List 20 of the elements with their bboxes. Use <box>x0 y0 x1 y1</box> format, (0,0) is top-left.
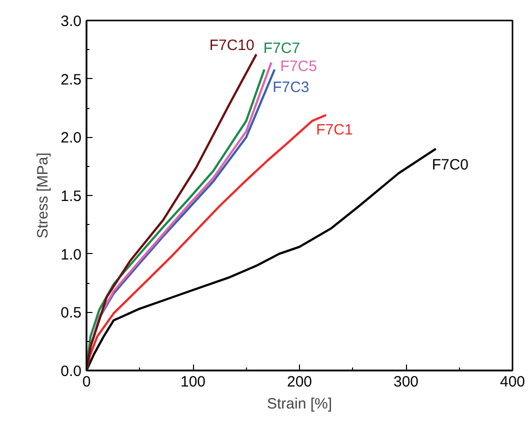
series-label: F7C3 <box>272 79 310 96</box>
y-tick-label: 1.0 <box>60 246 82 264</box>
x-tick-label: 400 <box>500 374 526 390</box>
y-tick-label: 0.5 <box>60 304 82 322</box>
y-tick-label: 2.0 <box>60 130 82 147</box>
y-tick-label: 2.5 <box>60 71 82 88</box>
y-tick-label: 3.0 <box>60 13 82 30</box>
series-label: F7C1 <box>316 122 353 138</box>
series-label: F7C7 <box>263 40 300 57</box>
y-tick-label: 0.0 <box>60 363 82 380</box>
series-label: F7C5 <box>280 58 317 75</box>
x-tick-label: 300 <box>393 374 419 390</box>
y-axis-title: Stress [MPa] <box>34 152 52 238</box>
x-axis-title: Strain [%] <box>266 396 332 412</box>
series-label: F7C0 <box>432 156 469 174</box>
x-tick-label: 0 <box>82 374 91 390</box>
x-tick-label: 200 <box>286 374 312 390</box>
x-tick-label: 100 <box>180 374 206 390</box>
series-label: F7C10 <box>209 36 254 54</box>
y-tick-label: 1.5 <box>60 188 82 205</box>
